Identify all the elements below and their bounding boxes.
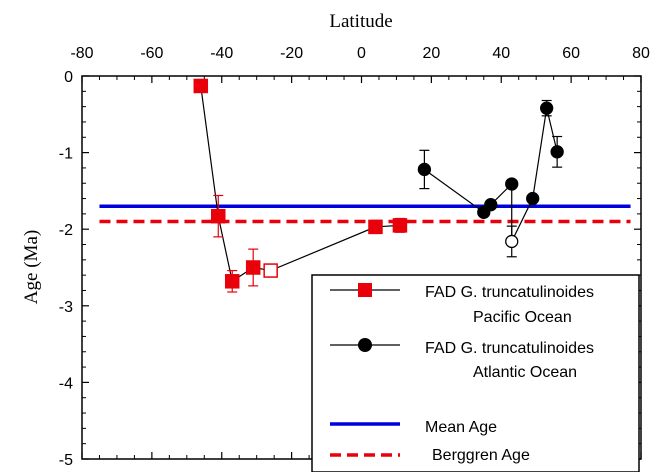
x-axis-title: Latitude	[329, 11, 392, 32]
reference-lines	[99, 204, 631, 224]
x-tick-label: -40	[210, 45, 233, 62]
x-tick-label: 40	[492, 45, 510, 62]
atlantic-point	[505, 177, 519, 191]
pacific-point	[193, 78, 209, 94]
atlantic-point	[484, 198, 498, 212]
atlantic-point	[550, 145, 564, 159]
pacific-point	[245, 260, 261, 275]
pacific-point	[368, 219, 383, 235]
pacific-point	[211, 208, 226, 224]
legend-pacific-marker	[358, 283, 372, 297]
y-tick-label: -4	[59, 375, 73, 392]
legend-atlantic-label-2: Atlantic Ocean	[473, 364, 577, 381]
y-tick-label: -3	[59, 299, 73, 316]
series-line	[200, 85, 400, 283]
x-tick-label: -80	[70, 45, 93, 62]
atlantic-point	[540, 101, 554, 115]
atlantic-point	[417, 162, 432, 177]
data-series	[193, 78, 564, 293]
legend-berggren-label: Berggren Age	[432, 447, 530, 464]
y-tick-label: 0	[64, 69, 73, 86]
x-tick-label: 0	[357, 45, 366, 62]
legend-box	[311, 274, 640, 472]
atlantic-series	[417, 99, 564, 258]
atlantic-point	[526, 191, 540, 206]
pacific-point-open	[263, 263, 278, 278]
pacific-series	[193, 78, 408, 293]
y-tick-label: -2	[59, 222, 73, 239]
x-tick-label: 60	[562, 45, 580, 62]
y-tick-label: -5	[59, 452, 73, 469]
legend-atlantic-label-1: FAD G. truncatulinoides	[425, 340, 594, 357]
x-tick-label: -60	[140, 45, 163, 62]
legend-atlantic-marker	[358, 338, 372, 352]
legend-mean-label: Mean Age	[425, 419, 497, 436]
y-axis-title: Age (Ma)	[21, 230, 42, 304]
x-tick-label: 80	[632, 45, 650, 62]
atlantic-point-open	[505, 234, 519, 249]
legend: FAD G. truncatulinoides Pacific Ocean FA…	[311, 274, 640, 472]
pacific-point	[392, 218, 408, 233]
x-tick-label: 20	[422, 45, 440, 62]
pacific-point	[224, 274, 240, 289]
legend-pacific-label-1: FAD G. truncatulinoides	[425, 284, 594, 301]
legend-pacific-label-2: Pacific Ocean	[473, 309, 572, 326]
x-tick-label: -20	[280, 45, 303, 62]
y-tick-label: -1	[59, 146, 73, 163]
